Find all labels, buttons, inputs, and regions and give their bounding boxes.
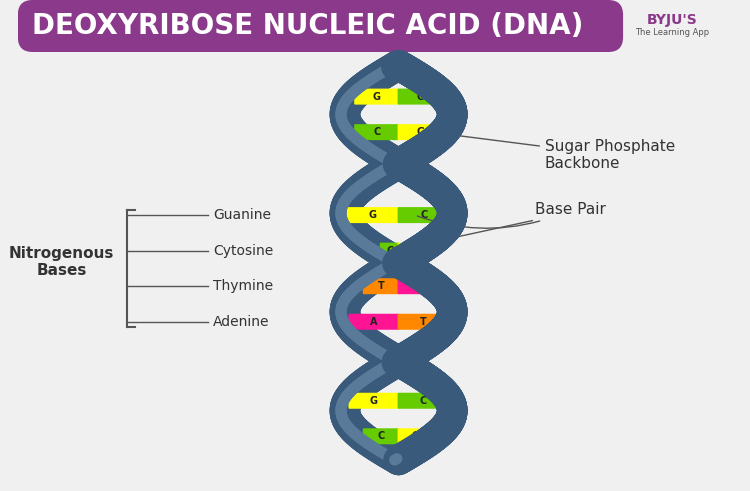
Text: G: G [373,92,381,102]
FancyBboxPatch shape [354,124,400,140]
FancyBboxPatch shape [398,88,443,105]
FancyBboxPatch shape [349,314,400,330]
Text: G: G [412,431,420,441]
FancyBboxPatch shape [398,314,448,330]
Text: C: C [386,246,393,256]
Text: G: G [369,210,376,220]
Text: C: C [416,92,424,102]
Text: A: A [370,317,378,327]
Text: G: G [404,246,412,256]
Text: A: A [413,281,420,291]
Text: C: C [419,396,427,406]
FancyBboxPatch shape [398,393,448,409]
FancyBboxPatch shape [380,243,400,259]
Text: Sugar Phosphate
Backbone: Sugar Phosphate Backbone [433,133,675,171]
Text: Nitrogenous
Bases: Nitrogenous Bases [9,246,115,278]
Text: DEOXYRIBOSE NUCLEIC ACID (DNA): DEOXYRIBOSE NUCLEIC ACID (DNA) [32,12,584,40]
Text: G: G [416,127,424,137]
Text: Cytosine: Cytosine [213,244,273,258]
FancyBboxPatch shape [398,124,443,140]
Text: The Learning App: The Learning App [634,27,709,36]
FancyBboxPatch shape [363,278,400,294]
FancyBboxPatch shape [349,393,400,409]
Text: Guanine: Guanine [213,208,271,222]
Text: G: G [370,396,378,406]
FancyBboxPatch shape [354,88,400,105]
Text: Thymine: Thymine [213,279,273,293]
FancyBboxPatch shape [346,207,400,223]
FancyBboxPatch shape [363,428,400,444]
Text: T: T [378,281,385,291]
FancyBboxPatch shape [398,243,417,259]
FancyBboxPatch shape [18,0,623,52]
Text: C: C [377,431,385,441]
Text: Base Pair: Base Pair [417,202,606,228]
Text: Adenine: Adenine [213,315,269,329]
Text: C: C [374,127,380,137]
Text: T: T [420,317,427,327]
FancyBboxPatch shape [398,278,434,294]
Text: BYJU'S: BYJU'S [646,13,698,27]
Text: C: C [421,210,428,220]
FancyBboxPatch shape [398,207,451,223]
FancyBboxPatch shape [398,428,434,444]
